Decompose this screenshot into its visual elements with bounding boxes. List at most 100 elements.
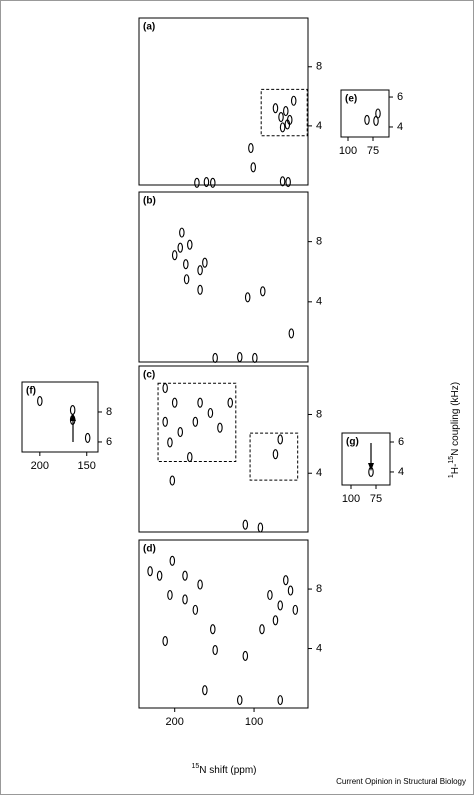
peak: [162, 636, 168, 647]
peak: [212, 352, 218, 363]
peak: [287, 585, 294, 596]
x-tick-label: 100: [342, 493, 360, 505]
peak: [259, 624, 265, 635]
peak: [183, 274, 190, 285]
y-axis-label: 1H-15N coupling (kHz): [448, 382, 460, 478]
panel-label: (b): [143, 196, 156, 207]
y-axis-label-part: 15: [448, 456, 455, 464]
peak: [217, 422, 223, 433]
y-tick-label: 8: [106, 406, 112, 418]
panel-frame: [138, 539, 309, 709]
y-tick-label: 4: [316, 120, 322, 132]
peak: [202, 685, 208, 696]
peak: [278, 111, 284, 123]
y-tick-label: 6: [398, 436, 404, 448]
panel-label: (c): [143, 370, 155, 381]
y-tick-label: 4: [398, 466, 404, 478]
y-tick-label: 4: [316, 642, 322, 654]
peak: [183, 259, 189, 270]
peak: [197, 284, 203, 295]
panel-label: (d): [143, 544, 156, 555]
x-axis-label-part: N shift (ppm): [199, 765, 256, 776]
peak: [69, 414, 76, 425]
zoom-region: [157, 382, 237, 462]
panel-label: (e): [345, 94, 357, 105]
peak: [252, 352, 258, 363]
peak: [242, 650, 249, 662]
peak: [284, 119, 291, 130]
peak: [203, 176, 210, 188]
peak: [177, 427, 184, 438]
y-axis-label-part: 1: [448, 474, 455, 478]
peak: [197, 265, 203, 276]
panel-label: (a): [143, 22, 155, 33]
peak: [212, 644, 218, 656]
peak: [272, 103, 279, 114]
peak: [375, 108, 381, 119]
peak: [290, 95, 297, 106]
peak: [171, 397, 178, 408]
peak: [37, 395, 43, 407]
peak: [210, 177, 216, 188]
credit: Current Opinion in Structural Biology: [336, 777, 466, 786]
peak: [242, 519, 249, 530]
peak: [167, 589, 173, 601]
y-tick-label: 8: [316, 408, 322, 420]
peak: [182, 570, 188, 581]
panel-label: (g): [346, 437, 359, 448]
panel-frame: [21, 381, 99, 453]
x-tick-label: 200: [166, 716, 184, 728]
peak: [202, 257, 208, 268]
x-tick-label: 100: [339, 145, 357, 157]
peak: [192, 604, 199, 615]
x-tick-label: 75: [370, 493, 382, 505]
x-tick-label: 200: [31, 460, 49, 472]
peak: [197, 397, 203, 408]
peak: [177, 242, 184, 253]
panel-frame: [138, 365, 309, 533]
x-tick-label: 150: [78, 460, 96, 472]
panel-frame: [138, 17, 309, 186]
y-tick-label: 4: [316, 467, 322, 479]
peak: [187, 452, 193, 463]
peak: [156, 570, 163, 581]
peak: [179, 227, 185, 238]
peak: [244, 292, 251, 303]
peak: [169, 475, 176, 486]
zoom-region: [249, 432, 299, 481]
peak: [272, 615, 279, 626]
peak: [277, 695, 283, 706]
peak: [277, 434, 283, 445]
y-axis-label-part: N coupling (kHz): [450, 382, 461, 456]
peak: [147, 566, 153, 577]
peak: [169, 555, 176, 566]
peak: [368, 466, 374, 478]
peak: [207, 407, 214, 419]
peak: [84, 432, 91, 443]
peak: [171, 250, 178, 261]
peak: [69, 404, 76, 416]
panel-frame: [341, 432, 391, 486]
zoom-region: [260, 88, 308, 137]
peak: [279, 176, 286, 187]
peak: [267, 589, 273, 601]
peak: [197, 579, 203, 590]
peak: [192, 416, 199, 427]
peak: [272, 449, 279, 460]
peak: [210, 624, 216, 635]
y-tick-label: 8: [316, 583, 322, 595]
peak: [257, 522, 264, 533]
y-tick-label: 4: [316, 296, 322, 308]
x-tick-label: 100: [245, 716, 263, 728]
peak: [283, 106, 289, 117]
peak: [292, 604, 299, 615]
x-axis-label: 15N shift (ppm): [191, 763, 256, 775]
x-axis-label-part: 15: [191, 763, 199, 770]
y-tick-label: 8: [316, 61, 322, 73]
peak: [227, 397, 233, 408]
peak: [162, 382, 168, 394]
peak: [237, 351, 243, 363]
peak: [279, 122, 286, 133]
peak: [288, 328, 295, 339]
